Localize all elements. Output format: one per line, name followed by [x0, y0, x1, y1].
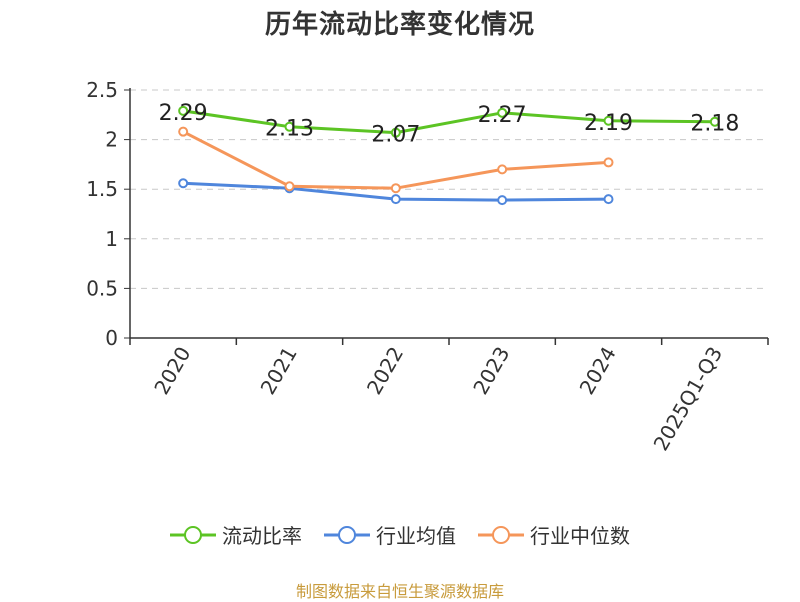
- data-point-industry-average: [390, 194, 401, 205]
- data-point-industry-median: [284, 181, 295, 192]
- data-point-industry-median: [497, 164, 508, 175]
- series-line-current-ratio: [182, 109, 715, 135]
- y-tick-label: 0: [105, 326, 118, 350]
- x-tick-label: 2023: [468, 342, 514, 398]
- data-label-current-ratio: 2.13: [265, 117, 314, 142]
- chart-title: 历年流动比率变化情况: [264, 10, 535, 40]
- legend-swatch-industry-median-icon: [478, 525, 524, 544]
- data-point-current-ratio: [390, 127, 401, 138]
- legend-item-industry-average[interactable]: 行业均值: [324, 520, 456, 549]
- x-tick-label: 2024: [575, 343, 621, 399]
- data-label-current-ratio: 2.27: [478, 103, 527, 128]
- legend-swatch-current-ratio-icon: [170, 525, 216, 544]
- data-point-industry-average: [603, 194, 614, 205]
- data-point-industry-average: [178, 178, 189, 189]
- legend-label-industry-median: 行业中位数: [530, 524, 630, 548]
- x-tick-label: 2022: [362, 343, 408, 399]
- y-tick-label: 1: [105, 227, 118, 251]
- data-label-current-ratio: 2.18: [690, 112, 739, 137]
- legend: 流动比率 行业均值 行业中位数: [0, 520, 800, 549]
- data-point-current-ratio: [603, 115, 614, 126]
- legend-item-current-ratio[interactable]: 流动比率: [170, 520, 302, 549]
- data-point-industry-median: [390, 183, 401, 194]
- legend-label-industry-average: 行业均值: [376, 524, 456, 548]
- data-point-current-ratio: [284, 121, 295, 132]
- legend-item-industry-median[interactable]: 行业中位数: [478, 520, 630, 549]
- legend-swatch-industry-average-icon: [324, 525, 370, 544]
- y-tick-label: 1.5: [86, 177, 118, 201]
- legend-label-current-ratio: 流动比率: [222, 524, 302, 548]
- y-tick-label: 2: [105, 128, 118, 152]
- x-tick-label: 2020: [149, 343, 195, 399]
- line-chart: 0 0.5 1 1.5 2 2.5 2020 2021 2022 2023 2024 2025Q1-Q…: [86, 78, 769, 455]
- data-point-industry-average: [497, 195, 508, 206]
- data-label-current-ratio: 2.07: [371, 123, 420, 148]
- data-point-current-ratio: [178, 105, 189, 116]
- y-tick-label: 2.5: [86, 78, 118, 102]
- data-point-industry-median: [178, 126, 189, 137]
- x-tick-label: 2021: [256, 343, 302, 399]
- x-tick-label: 2025Q1-Q3: [648, 343, 727, 455]
- data-point-industry-median: [603, 157, 614, 168]
- data-point-current-ratio: [497, 107, 508, 118]
- data-point-current-ratio: [709, 116, 720, 127]
- source-note: 制图数据来自恒生聚源数据库: [295, 582, 504, 601]
- y-tick-label: 0.5: [86, 276, 118, 300]
- data-label-current-ratio: 2.19: [584, 111, 633, 136]
- data-label-current-ratio: 2.29: [159, 101, 208, 126]
